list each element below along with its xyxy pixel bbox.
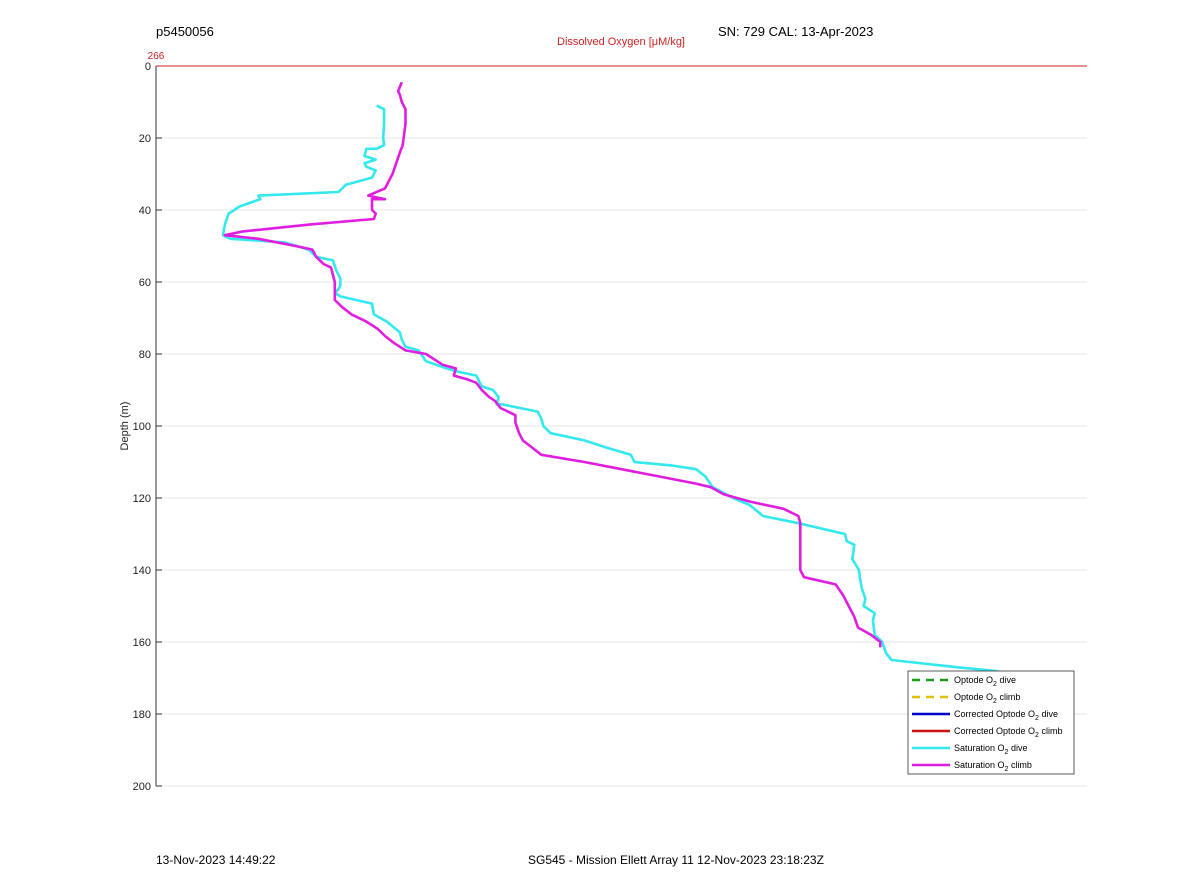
y-tick-label-100: 100 [133,421,151,433]
y-tick-label-120: 120 [133,493,151,505]
y-tick-label-0: 0 [145,61,151,73]
legend-label-2: Corrected Optode O2 dive [954,709,1058,722]
legend-label-5: Saturation O2 climb [954,760,1032,773]
y-axis-ticks: 0 20 40 60 80 100 120 140 160 180 200 [133,61,162,793]
legend-box [907,670,1075,775]
legend: Optode O2 dive Optode O2 climb Corrected O… [907,670,1075,775]
series-lines [221,81,1051,687]
legend-label-4: Saturation O2 dive [954,743,1027,756]
series-line-1 [223,81,882,648]
sensor-calibration: SN: 729 CAL: 13-Apr-2023 [718,24,874,39]
y-tick-label-80: 80 [139,349,151,361]
y-tick-label-40: 40 [139,205,151,217]
y-tick-label-140: 140 [133,565,151,577]
y-tick-label-60: 60 [139,277,151,289]
y-axis-label: Depth (m) [119,402,131,451]
y-tick-label-180: 180 [133,709,151,721]
y-tick-label-20: 20 [139,133,151,145]
y-tick-label-200: 200 [133,781,151,793]
profile-id: p5450056 [156,24,214,39]
mission-caption: SG545 - Mission Ellett Array 11 12-Nov-2… [528,853,824,867]
legend-label-0: Optode O2 dive [954,675,1016,688]
legend-label-1: Optode O2 climb [954,692,1020,705]
top-axis-label: Dissolved Oxygen [μM/kg] [557,36,685,48]
series-line-0 [221,104,1051,687]
top-axis-tick-label: 266 [148,51,165,62]
legend-label-3: Corrected Optode O2 climb [954,726,1062,739]
plot-timestamp: 13-Nov-2023 14:49:22 [156,853,276,867]
y-tick-label-160: 160 [133,637,151,649]
